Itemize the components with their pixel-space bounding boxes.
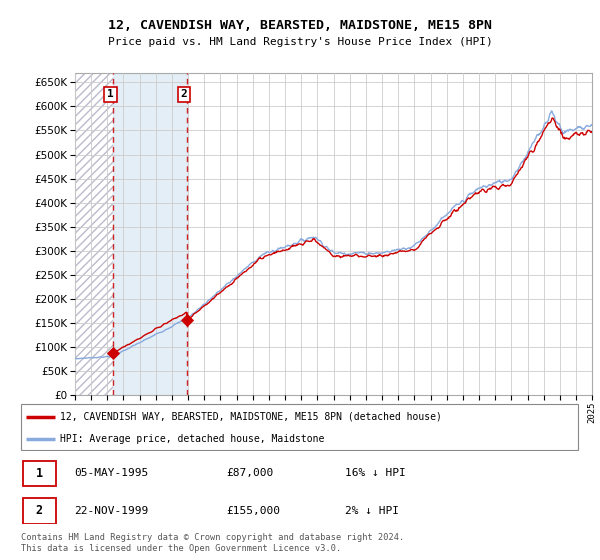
Text: 05-MAY-1995: 05-MAY-1995 (74, 468, 149, 478)
Text: HPI: Average price, detached house, Maidstone: HPI: Average price, detached house, Maid… (60, 434, 325, 444)
Text: 16% ↓ HPI: 16% ↓ HPI (345, 468, 406, 478)
Text: 2% ↓ HPI: 2% ↓ HPI (345, 506, 399, 516)
Point (108, 348, 118, 357)
Text: 22-NOV-1999: 22-NOV-1999 (74, 506, 149, 516)
Text: 12, CAVENDISH WAY, BEARSTED, MAIDSTONE, ME15 8PN (detached house): 12, CAVENDISH WAY, BEARSTED, MAIDSTONE, … (60, 412, 442, 422)
Text: Contains HM Land Registry data © Crown copyright and database right 2024.
This d: Contains HM Land Registry data © Crown c… (21, 533, 404, 553)
FancyBboxPatch shape (23, 498, 56, 524)
FancyBboxPatch shape (23, 460, 56, 486)
Bar (75, 73, 113, 395)
Text: 12, CAVENDISH WAY, BEARSTED, MAIDSTONE, ME15 8PN: 12, CAVENDISH WAY, BEARSTED, MAIDSTONE, … (108, 18, 492, 32)
Text: Price paid vs. HM Land Registry's House Price Index (HPI): Price paid vs. HM Land Registry's House … (107, 37, 493, 47)
Text: 1: 1 (36, 466, 43, 480)
Bar (113, 73, 187, 395)
Point (182, 316, 191, 325)
Text: 1: 1 (107, 90, 114, 100)
Text: 2: 2 (181, 90, 187, 100)
FancyBboxPatch shape (21, 404, 578, 450)
Text: £87,000: £87,000 (227, 468, 274, 478)
Text: 2: 2 (36, 505, 43, 517)
Text: £155,000: £155,000 (227, 506, 281, 516)
